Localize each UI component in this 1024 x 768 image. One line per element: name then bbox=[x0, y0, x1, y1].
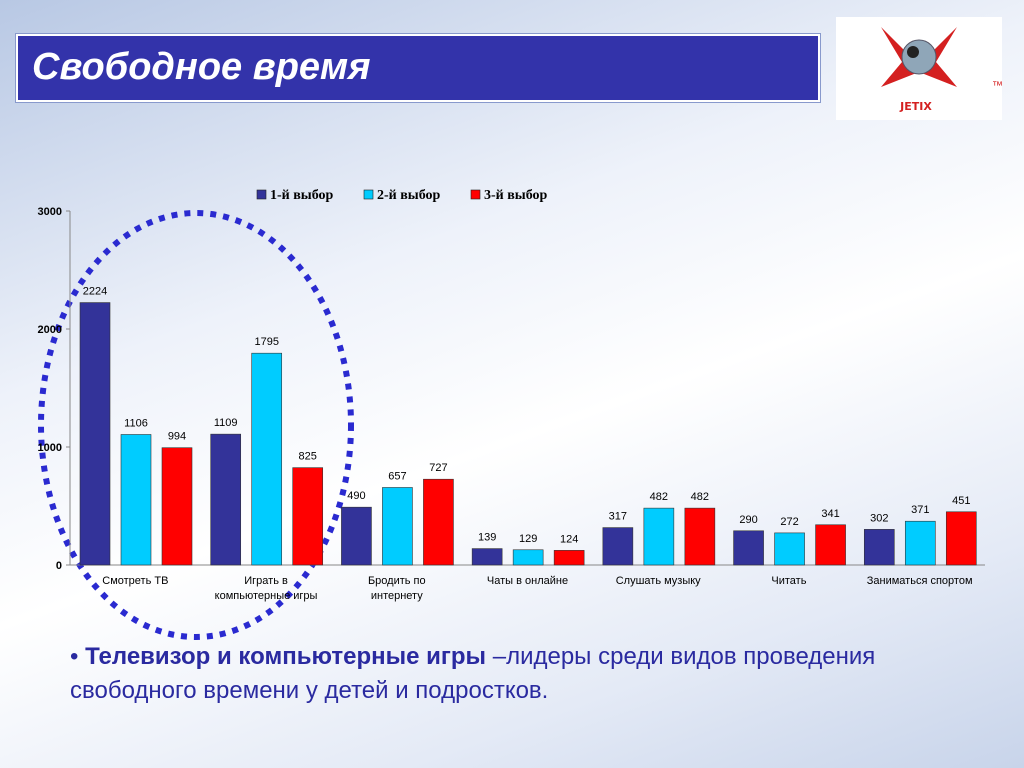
value-label: 994 bbox=[168, 431, 186, 443]
x-tick-label: Бродить по интернету bbox=[367, 575, 426, 602]
bar bbox=[512, 549, 544, 566]
value-label: 129 bbox=[519, 533, 537, 545]
bullet-text: –лидеры среди видов проведения свободног… bbox=[70, 643, 876, 704]
bar bbox=[292, 467, 324, 566]
x-tick-label: Чаты в онлайне bbox=[486, 575, 569, 587]
bar bbox=[382, 487, 413, 566]
value-label: 490 bbox=[347, 490, 365, 502]
value-label: 1109 bbox=[214, 417, 238, 429]
legend-swatch bbox=[470, 189, 481, 200]
logo-text: JETIX bbox=[899, 100, 932, 113]
title-bar: Свободное время bbox=[16, 34, 820, 102]
value-label: 272 bbox=[780, 516, 798, 528]
x-tick-label: Заниматься спортом bbox=[866, 575, 973, 587]
y-tick-label: 1000 bbox=[38, 442, 62, 454]
legend-label: 1-й выбор bbox=[270, 188, 334, 203]
logo-star bbox=[881, 27, 957, 87]
bar bbox=[161, 447, 193, 566]
value-label: 2224 bbox=[83, 286, 107, 298]
value-label: 341 bbox=[821, 508, 839, 520]
logo-graphic: JETIX ™ bbox=[881, 27, 1003, 113]
bar bbox=[471, 548, 503, 566]
y-tick-label: 0 bbox=[56, 560, 62, 572]
x-tick-label: Играть в компьютерные игры bbox=[214, 575, 318, 602]
bar bbox=[733, 530, 764, 566]
bar bbox=[774, 532, 805, 566]
value-label: 290 bbox=[739, 514, 757, 526]
legend-label: 2-й выбор bbox=[377, 188, 441, 203]
logo: JETIX ™ bbox=[836, 17, 1003, 120]
chart: 0 1000 2000 3000 1-й выбор 2-й выбор 3-й выбор… bbox=[38, 188, 985, 640]
bullet-bold: Телевизор и компьютерные игры bbox=[85, 643, 487, 670]
highlight-ellipse bbox=[38, 210, 354, 640]
value-label: 1795 bbox=[254, 336, 278, 348]
x-tick-label: Читать bbox=[771, 575, 807, 587]
value-label: 727 bbox=[429, 462, 447, 474]
bar bbox=[79, 302, 111, 566]
bar bbox=[684, 507, 716, 566]
bullet: • Телевизор и компьютерные игры –лидеры … bbox=[70, 643, 876, 704]
value-label: 317 bbox=[609, 511, 627, 523]
bar bbox=[251, 352, 283, 566]
bar bbox=[945, 511, 977, 566]
legend-swatch bbox=[363, 189, 374, 200]
y-tick-label: 2000 bbox=[38, 324, 62, 336]
bar bbox=[863, 529, 895, 566]
bar bbox=[341, 506, 372, 566]
value-label: 451 bbox=[952, 495, 970, 507]
bar bbox=[815, 524, 846, 566]
bar bbox=[904, 520, 936, 566]
logo-eye bbox=[907, 46, 919, 58]
value-label: 302 bbox=[870, 512, 888, 524]
logo-tm: ™ bbox=[992, 80, 1002, 92]
bar bbox=[602, 527, 634, 566]
value-label: 657 bbox=[388, 470, 406, 482]
bar bbox=[553, 550, 585, 566]
legend-swatch bbox=[256, 189, 267, 200]
y-tick-label: 3000 bbox=[38, 206, 62, 218]
x-tick-label: Слушать музыку bbox=[615, 575, 701, 587]
bar bbox=[210, 433, 242, 566]
x-tick-label: Смотреть ТВ bbox=[102, 575, 169, 587]
value-label: 371 bbox=[911, 504, 929, 516]
value-label: 139 bbox=[478, 532, 496, 544]
title: Свободное время bbox=[32, 46, 371, 88]
value-label: 124 bbox=[560, 533, 578, 545]
bar bbox=[643, 507, 675, 566]
bar bbox=[423, 478, 454, 566]
legend-label: 3-й выбор bbox=[484, 188, 548, 203]
value-label: 482 bbox=[691, 491, 709, 503]
value-label: 482 bbox=[650, 491, 668, 503]
value-label: 825 bbox=[299, 451, 317, 463]
bar bbox=[120, 434, 152, 566]
value-label: 1106 bbox=[124, 417, 148, 429]
